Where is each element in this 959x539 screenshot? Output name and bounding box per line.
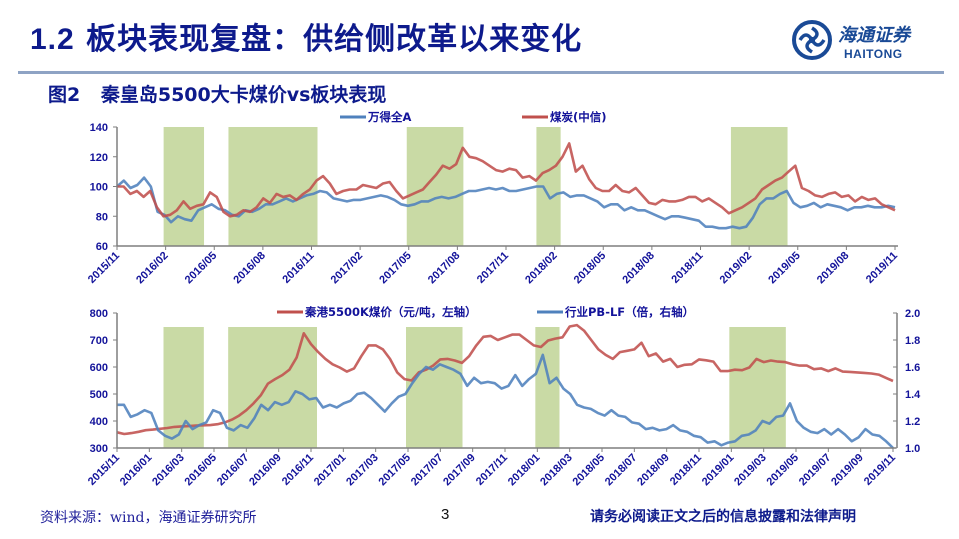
x-tick-label: 2017/07: [409, 452, 446, 489]
y-right-tick-label: 1.0: [905, 443, 920, 455]
x-tick-label: 2016/05: [183, 250, 220, 287]
y-right-tick-label: 1.6: [905, 362, 920, 374]
logo-text-en: HAITONG: [844, 47, 903, 61]
y-tick-label: 100: [90, 182, 108, 194]
x-tick-label: 2019/05: [766, 250, 803, 287]
source-note: 资料来源：wind，海通证券研究所: [40, 510, 257, 526]
y-tick-label: 600: [90, 362, 108, 374]
x-tick-label: 2019/03: [732, 452, 769, 489]
x-tick-label: 2016/07: [215, 452, 252, 489]
x-tick-label: 2016/01: [118, 452, 155, 489]
haitong-logo: 海通证券 HAITONG: [792, 17, 952, 67]
shaded-period: [228, 127, 318, 246]
series-line-0: [116, 323, 894, 436]
y-tick-label: 700: [90, 335, 108, 347]
y-right-tick-label: 2.0: [905, 308, 920, 320]
x-tick-label: 2017/09: [441, 452, 478, 489]
y-tick-label: 500: [90, 389, 108, 401]
x-tick-label: 2015/11: [86, 452, 122, 488]
figure-label: 图2: [48, 84, 81, 106]
y-right-tick-label: 1.2: [905, 416, 920, 428]
x-tick-label: 2016/02: [134, 250, 171, 287]
y-right-tick-label: 1.4: [905, 389, 921, 401]
disclaimer: 请务必阅读正文之后的信息披露和法律声明: [590, 509, 856, 525]
x-tick-label: 2019/11: [864, 250, 900, 286]
shaded-period: [406, 127, 464, 246]
x-tick-label: 2018/08: [620, 250, 657, 287]
x-tick-label: 2016/08: [231, 250, 268, 287]
x-tick-label: 2019/05: [765, 452, 802, 489]
y-right-tick-label: 1.8: [905, 335, 920, 347]
y-tick-label: 400: [90, 416, 108, 428]
x-tick-label: 2019/01: [700, 452, 737, 489]
x-tick-label: 2019/02: [718, 250, 755, 287]
shaded-period: [163, 327, 204, 448]
shaded-period: [535, 327, 560, 448]
logo-text-cn: 海通证券: [838, 25, 910, 46]
shaded-period: [406, 327, 463, 448]
y-tick-label: 140: [90, 122, 108, 134]
y-tick-label: 120: [90, 152, 108, 164]
legend-label: 行业PB-LF（倍，右轴）: [564, 305, 694, 319]
x-tick-label: 2017/02: [329, 250, 366, 287]
page-title: 1.2 板块表现复盘：供给侧改革以来变化: [30, 14, 582, 58]
x-tick-label: 2019/09: [829, 452, 866, 489]
x-tick-label: 2015/11: [86, 250, 122, 286]
x-tick-label: 2017/05: [377, 250, 414, 287]
x-tick-label: 2017/11: [475, 250, 511, 286]
figure-caption: 秦皇岛5500大卡煤价vs板块表现: [100, 84, 387, 106]
y-tick-label: 80: [96, 211, 108, 223]
y-tick-label: 300: [90, 443, 108, 455]
x-tick-label: 2018/11: [668, 452, 704, 488]
x-tick-label: 2018/02: [523, 250, 560, 287]
figure-title: 图2 秦皇岛5500大卡煤价vs板块表现: [48, 80, 386, 107]
haitong-logo-icon: [792, 20, 832, 60]
page-number: 3: [441, 506, 450, 523]
legend-label: 煤炭(中信): [550, 110, 607, 124]
shaded-period: [228, 327, 317, 448]
title-text: 板块表现复盘：供给侧改革以来变化: [86, 22, 583, 57]
title-number: 1.2: [30, 23, 75, 56]
x-tick-label: 2019/08: [815, 250, 852, 287]
x-tick-label: 2017/11: [474, 452, 510, 488]
shaded-period: [730, 127, 788, 246]
y-tick-label: 800: [90, 308, 108, 320]
x-tick-label: 2019/11: [862, 452, 898, 488]
x-tick-label: 2018/05: [571, 452, 608, 489]
x-tick-label: 2019/07: [797, 452, 834, 489]
x-tick-label: 2017/01: [312, 452, 349, 489]
x-tick-label: 2017/05: [377, 452, 414, 489]
series-line-1: [117, 142, 896, 218]
x-tick-label: 2017/08: [426, 250, 463, 287]
header-divider: [18, 71, 944, 74]
x-tick-label: 2018/09: [635, 452, 672, 489]
x-tick-label: 2018/01: [506, 452, 543, 489]
y-tick-label: 60: [96, 241, 108, 253]
x-tick-label: 2016/11: [280, 452, 316, 488]
x-tick-label: 2016/03: [150, 452, 187, 489]
x-tick-label: 2018/07: [603, 452, 640, 489]
x-tick-label: 2018/03: [538, 452, 575, 489]
legend-label: 秦港5500K煤价（元/吨，左轴）: [304, 305, 477, 319]
legend-label: 万得全A: [367, 110, 411, 124]
x-tick-label: 2016/05: [183, 452, 220, 489]
x-tick-label: 2018/05: [572, 250, 609, 287]
chart-top: 60 80 100 120 140 2015/11 2016/02 2016/05 2016/0…: [86, 110, 900, 286]
x-tick-label: 2018/11: [669, 250, 705, 286]
x-tick-label: 2016/09: [247, 452, 284, 489]
chart-bottom: 300 400 500 600 700 800 1.0 1.2 1.4 1.6 1.8 2.0 2015…: [86, 305, 921, 488]
x-tick-label: 2017/03: [344, 452, 381, 489]
shaded-period: [163, 127, 205, 246]
x-tick-label: 2016/11: [280, 250, 316, 286]
series-line-1: [117, 353, 894, 449]
